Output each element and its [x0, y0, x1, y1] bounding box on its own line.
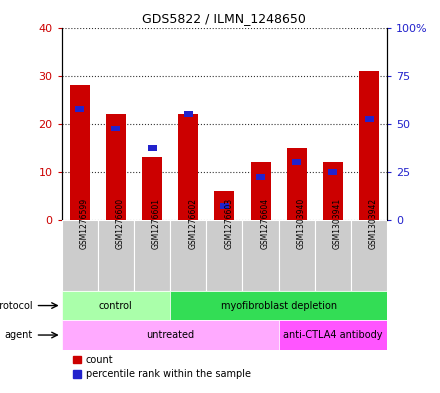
Bar [315, 220, 351, 291]
Bar [111, 126, 121, 132]
Bar [75, 107, 84, 112]
Bar [220, 203, 229, 209]
Bar [62, 220, 98, 291]
Bar [287, 148, 307, 220]
Title: GDS5822 / ILMN_1248650: GDS5822 / ILMN_1248650 [143, 12, 306, 25]
Legend: count, percentile rank within the sample: count, percentile rank within the sample [73, 354, 251, 380]
Bar [242, 220, 279, 291]
Bar [206, 220, 242, 291]
Bar [214, 191, 235, 220]
Bar [323, 162, 343, 220]
Text: control: control [99, 301, 133, 310]
Bar [147, 145, 157, 151]
Bar [62, 291, 170, 320]
Text: GSM1276602: GSM1276602 [188, 198, 197, 249]
Bar [256, 174, 265, 180]
Bar [351, 220, 387, 291]
Bar [328, 169, 337, 175]
Bar [365, 116, 374, 122]
Bar [98, 220, 134, 291]
Text: protocol: protocol [0, 301, 32, 310]
Bar [292, 160, 301, 165]
Text: GSM1276604: GSM1276604 [260, 198, 270, 249]
Text: GSM1276601: GSM1276601 [152, 198, 161, 249]
Text: GSM1303941: GSM1303941 [333, 198, 342, 249]
Bar [142, 158, 162, 220]
Text: GSM1276599: GSM1276599 [80, 198, 89, 249]
Bar [70, 85, 90, 220]
Bar [62, 320, 279, 350]
Bar [106, 114, 126, 220]
Text: anti-CTLA4 antibody: anti-CTLA4 antibody [283, 330, 383, 340]
Bar [170, 220, 206, 291]
Text: GSM1303940: GSM1303940 [297, 198, 306, 249]
Text: GSM1276600: GSM1276600 [116, 198, 125, 249]
Bar [279, 220, 315, 291]
Text: GSM1276603: GSM1276603 [224, 198, 233, 249]
Text: untreated: untreated [146, 330, 194, 340]
Bar [184, 111, 193, 117]
Bar [251, 162, 271, 220]
Text: GSM1303942: GSM1303942 [369, 198, 378, 249]
Bar [134, 220, 170, 291]
Bar [170, 291, 387, 320]
Text: agent: agent [4, 330, 32, 340]
Bar [279, 320, 387, 350]
Bar [359, 71, 379, 220]
Text: myofibroblast depletion: myofibroblast depletion [220, 301, 337, 310]
Bar [178, 114, 198, 220]
